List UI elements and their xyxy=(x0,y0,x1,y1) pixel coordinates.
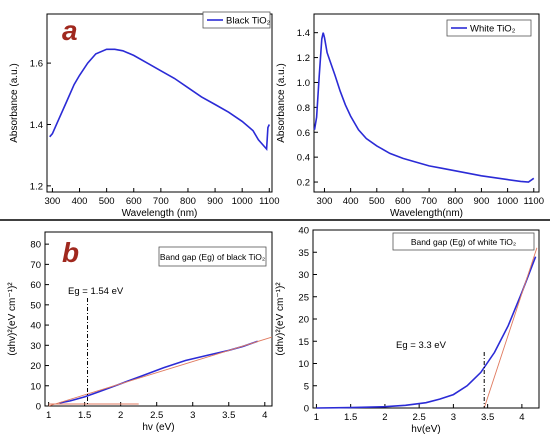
y-tick-label: 0.4 xyxy=(297,153,310,164)
x-tick-label: 1 xyxy=(46,410,51,421)
y-tick-label: 0.8 xyxy=(297,103,310,114)
plot-frame xyxy=(312,229,540,409)
x-tick-label: 500 xyxy=(99,196,115,207)
x-tick-label: 400 xyxy=(343,196,359,207)
y-tick-label: 25 xyxy=(298,292,309,303)
y-tick-label: 60 xyxy=(30,280,41,291)
series-line-fit xyxy=(483,247,538,409)
x-tick-label: 4 xyxy=(262,410,267,421)
series-line-data xyxy=(316,256,537,409)
chart-band-gap-white: 1 1.5 2 2.5 3 3.5 40510152025303540hv(eV)(αhv)… xyxy=(275,226,540,435)
y-tick-label: 1.0 xyxy=(297,78,310,89)
x-tick-label: 1000 xyxy=(232,196,253,207)
x-tick-label: 300 xyxy=(44,196,60,207)
x-tick-label: 900 xyxy=(207,196,223,207)
y-tick-label: 5 xyxy=(304,381,309,392)
y-axis-label: Absorbance (a.u.) xyxy=(276,63,287,143)
y-tick-label: 20 xyxy=(30,361,41,372)
x-tick-label: 500 xyxy=(369,196,385,207)
plot-frame xyxy=(44,231,273,407)
x-tick-label: 1.5 xyxy=(78,410,91,421)
y-tick-label: 1.4 xyxy=(30,120,43,131)
legend-box xyxy=(446,19,532,37)
x-tick-label: 1000 xyxy=(497,196,518,207)
x-tick-label: 1.5 xyxy=(344,412,357,423)
x-axis-label: Wavelength (nm) xyxy=(122,208,198,219)
x-tick-label: 2.5 xyxy=(150,410,163,421)
x-tick-label: 3.5 xyxy=(481,412,494,423)
y-axis-label: Absorbance (a.u.) xyxy=(9,63,20,143)
band-gap-value: Eg = 3.3 eV xyxy=(396,340,447,351)
x-axis-label: hv(eV) xyxy=(411,424,440,435)
y-tick-label: 15 xyxy=(298,337,309,348)
annotation-box xyxy=(392,232,535,251)
y-tick-label: 80 xyxy=(30,240,41,251)
x-tick-label: 700 xyxy=(421,196,437,207)
y-tick-label: 30 xyxy=(298,270,309,281)
plot-frame xyxy=(313,13,540,193)
x-tick-label: 900 xyxy=(474,196,490,207)
x-axis-label: Wavelength(nm) xyxy=(390,208,463,219)
y-tick-label: 20 xyxy=(298,315,309,326)
series-line-black-tio- xyxy=(49,48,271,151)
y-tick-label: 35 xyxy=(298,248,309,259)
x-tick-label: 2 xyxy=(382,412,387,423)
y-tick-label: 0.6 xyxy=(297,128,310,139)
x-tick-label: 600 xyxy=(395,196,411,207)
x-tick-label: 600 xyxy=(126,196,142,207)
chart-absorbance-white: 300 400 500 600 700 800 900 1000 1100 0.2 0.4 0.6 0.… xyxy=(276,13,544,219)
legend-label: White TiO₂ xyxy=(470,24,516,35)
x-axis-label: hv (eV) xyxy=(142,422,174,433)
x-tick-label: 800 xyxy=(180,196,196,207)
x-tick-label: 1100 xyxy=(259,196,279,207)
y-tick-label: 10 xyxy=(298,359,309,370)
panel-letter-a: a xyxy=(62,15,78,46)
x-tick-label: 2 xyxy=(118,410,123,421)
x-tick-label: 3 xyxy=(190,410,195,421)
annotation-box-label: Band gap (Eg) of black TiO₂ xyxy=(160,252,265,262)
y-tick-label: 10 xyxy=(30,381,41,392)
y-tick-label: 1.2 xyxy=(30,181,43,192)
series-line-fit xyxy=(48,336,273,407)
x-tick-label: 300 xyxy=(317,196,333,207)
series-line-white-tio- xyxy=(313,32,535,183)
y-tick-label: 30 xyxy=(30,341,41,352)
x-tick-label: 800 xyxy=(447,196,463,207)
y-tick-label: 1.4 xyxy=(297,28,310,39)
x-tick-label: 1 xyxy=(314,412,319,423)
y-tick-label: 70 xyxy=(30,260,41,271)
x-tick-label: 3.5 xyxy=(222,410,235,421)
y-tick-label: 40 xyxy=(298,226,309,237)
x-tick-label: 2.5 xyxy=(413,412,426,423)
y-tick-label: 0.2 xyxy=(297,178,310,189)
y-tick-label: 0 xyxy=(304,404,309,415)
y-axis-label: (αhv)²(eV cm⁻¹)² xyxy=(275,282,286,356)
band-gap-value: Eg = 1.54 eV xyxy=(68,286,124,297)
legend-box xyxy=(202,11,271,29)
y-tick-label: 50 xyxy=(30,300,41,311)
x-tick-label: 400 xyxy=(72,196,88,207)
chart-absorbance-black: 300 400 500 600 700 800 900 1000 1100 1.2 1.4 1.6 Wa… xyxy=(9,11,280,219)
x-tick-label: 4 xyxy=(519,412,524,423)
annotation-box xyxy=(158,246,267,267)
plot-frame xyxy=(46,13,273,193)
y-tick-label: 40 xyxy=(30,321,41,332)
y-tick-label: 1.6 xyxy=(30,59,43,70)
panel-letter-b: b xyxy=(62,237,79,268)
y-tick-label: 1.2 xyxy=(297,53,310,64)
y-axis-label: (αhv)²(eV cm⁻¹)² xyxy=(7,282,18,356)
legend-label: Black TiO₂ xyxy=(226,16,271,27)
x-tick-label: 700 xyxy=(153,196,169,207)
y-tick-label: 0 xyxy=(36,402,41,413)
x-tick-label: 1100 xyxy=(524,196,544,207)
x-tick-label: 3 xyxy=(451,412,456,423)
annotation-box-label: Band gap (Eg) of white TiO₂ xyxy=(411,237,516,247)
